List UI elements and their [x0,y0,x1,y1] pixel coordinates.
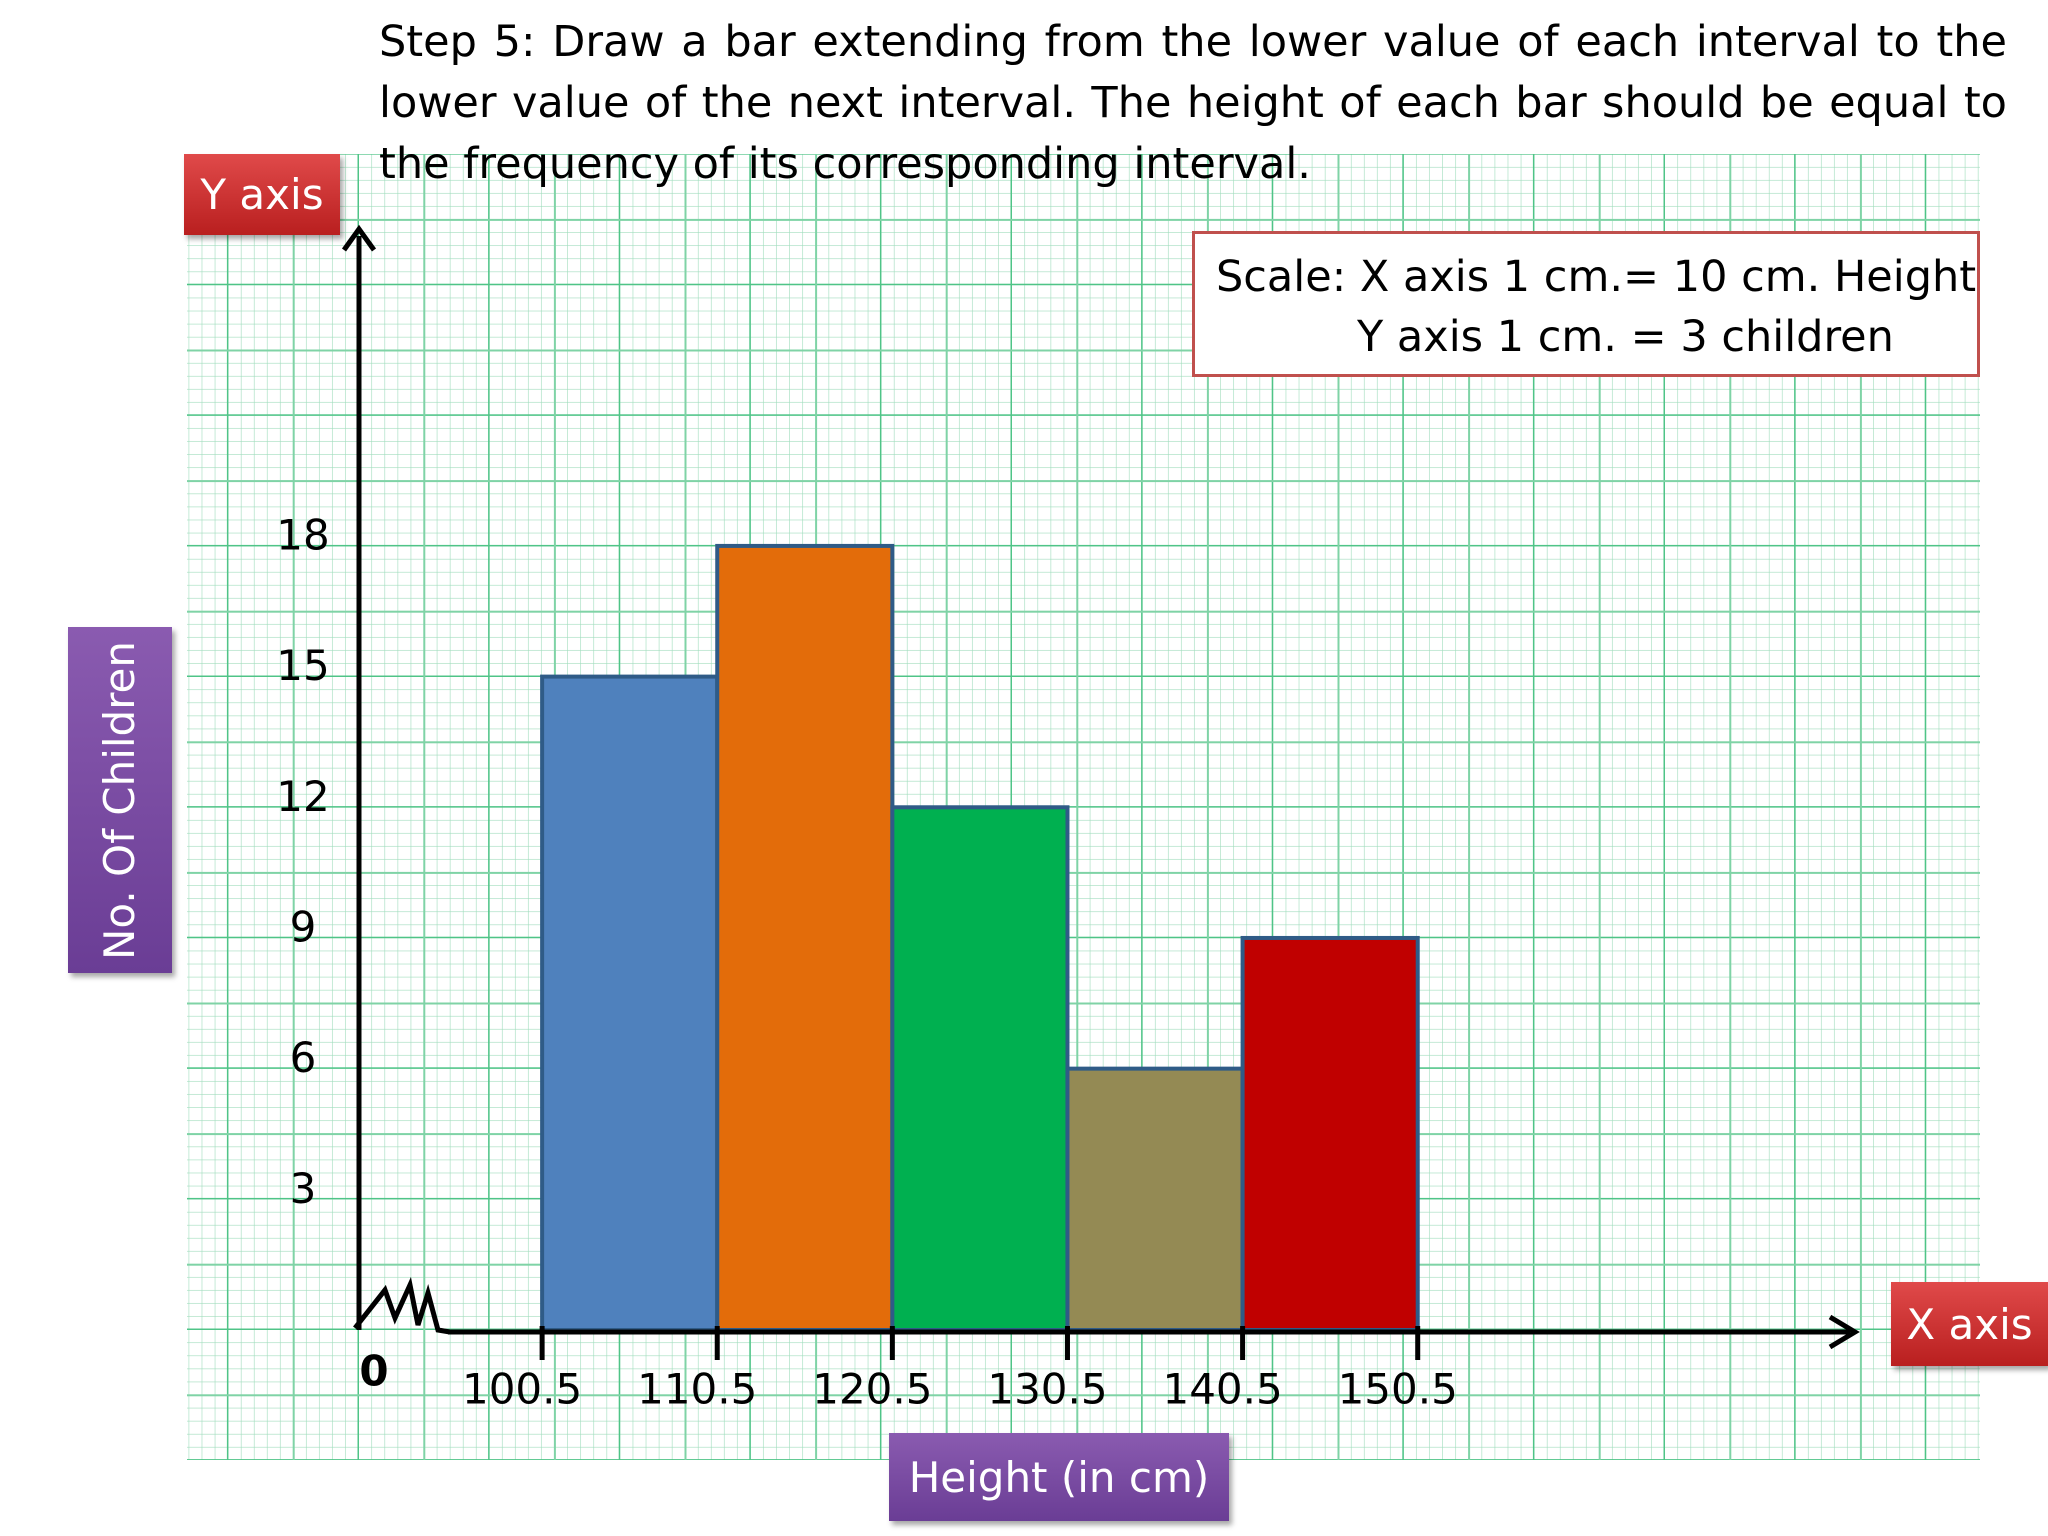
x-axis-arrow [1828,1314,1860,1350]
bar [890,805,1070,1332]
x-tick-label: 110.5 [637,1365,757,1414]
bar [540,674,720,1332]
x-tick-label: 120.5 [812,1365,932,1414]
scale-line: Scale: X axis 1 cm.= 10 cm. Height [1216,252,1977,302]
y-axis-arrow [341,224,377,252]
instruction: Step 5: Draw a bar extending from the lo… [379,17,2007,189]
y-tick-label: 9 [290,902,317,951]
y-tick-label: 6 [290,1033,317,1082]
scale-box: Scale: X axis 1 cm.= 10 cm. Height Y axi… [1192,231,1980,377]
x-tick-label: 150.5 [1338,1365,1458,1414]
x-tick-label: 130.5 [987,1365,1107,1414]
bar [1065,1066,1245,1332]
axis-break [353,1276,451,1335]
x-axis-tag: X axis [1891,1282,2048,1366]
bar [1240,935,1420,1333]
x-tick-label: 140.5 [1162,1365,1282,1414]
bar [715,543,895,1332]
y-tick-label: 18 [276,510,329,559]
origin-label: 0 [359,1347,388,1396]
y-tick-label: 15 [276,641,329,690]
x-tick-label: 100.5 [462,1365,582,1414]
y-axis-label-box: No. Of Children [68,627,172,973]
x-axis-label: Height (in cm) [889,1433,1229,1521]
y-tick-label: 3 [290,1164,317,1213]
scale-line: Y axis 1 cm. = 3 children [1357,312,1894,362]
y-axis-label: No. Of Children [95,640,145,960]
y-tick-label: 12 [276,772,329,821]
y-axis-tag: Y axis [184,154,340,235]
